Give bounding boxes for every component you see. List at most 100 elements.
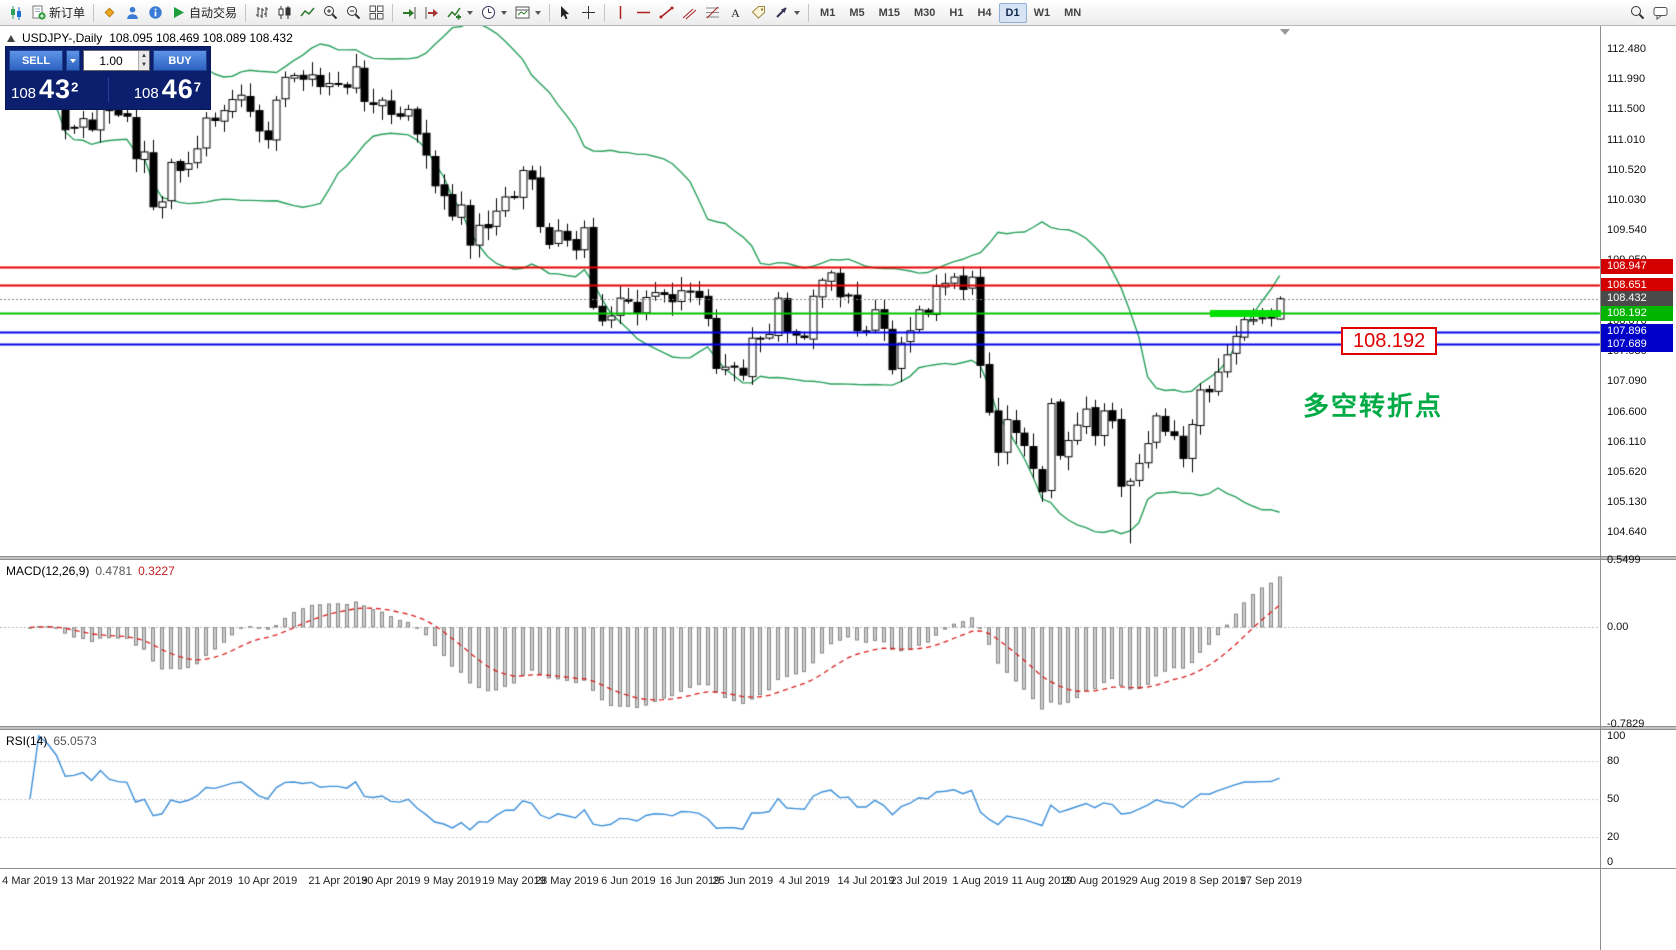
sell-price-sup: 2 (71, 79, 79, 95)
macd-panel-canvas[interactable] (0, 560, 1676, 726)
fibonacci-icon[interactable] (701, 2, 724, 24)
text-tool-icon[interactable]: A (724, 2, 747, 24)
volume-dropdown-button[interactable] (66, 50, 80, 71)
sell-button[interactable]: SELL (9, 50, 63, 71)
cursor-icon[interactable] (554, 2, 577, 24)
time-scale[interactable]: 4 Mar 2019 13 Mar 2019 22 Mar 2019 1 Apr 20… (0, 868, 1676, 950)
timeframe-D1[interactable]: D1 (998, 2, 1027, 23)
crosshair-icon[interactable] (577, 2, 600, 24)
macd-signal-value: 0.3227 (138, 564, 175, 578)
sell-price[interactable]: 108 432 (9, 73, 106, 106)
rsi-tick-label: 0 (1607, 856, 1614, 868)
auto-scroll-icon[interactable] (397, 2, 420, 24)
dropdown-caret-icon (501, 10, 508, 15)
tile-windows-icon[interactable] (365, 2, 388, 24)
dropdown-caret-icon (467, 10, 474, 15)
candlestick-chart-icon[interactable] (273, 2, 296, 24)
vertical-line-icon[interactable] (609, 2, 632, 24)
hline-glyph (636, 5, 651, 20)
timeframe-W1[interactable]: W1 (1033, 6, 1051, 19)
date-label: 9 May 2019 (423, 875, 482, 887)
chart-shift-marker[interactable] (1280, 29, 1290, 35)
chart-annotation[interactable]: 多空转折点 (1303, 391, 1444, 421)
dropdown-caret-icon (535, 10, 542, 15)
line-chart-icon[interactable] (296, 2, 319, 24)
search-icon[interactable] (1626, 2, 1649, 24)
price-tick-label: 105.130 (1607, 496, 1647, 509)
auto-trading-button[interactable]: 自动交易 (167, 2, 241, 24)
timeframe-M5[interactable]: M5 (849, 6, 865, 19)
market-watch-icon[interactable] (98, 2, 121, 24)
date-label: 4 Mar 2019 (2, 875, 58, 887)
panel-divider[interactable] (0, 556, 1676, 560)
volume-input-wrap: ▲ ▼ (83, 50, 150, 71)
toolbar-separator (808, 3, 810, 22)
price-line-badge: 108.432 (1601, 291, 1673, 307)
rsi-label: RSI(14) 65.0573 (6, 734, 97, 748)
templates-button[interactable] (511, 2, 545, 24)
price-tick-label: 111.010 (1607, 133, 1646, 146)
auto-trading-button-label: 自动交易 (189, 6, 238, 20)
date-label: 20 Aug 2019 (1063, 875, 1126, 887)
chart-window: 4 Mar 2019 13 Mar 2019 22 Mar 2019 1 Apr 20… (0, 26, 1676, 950)
volume-increase-button[interactable]: ▲ (139, 51, 149, 61)
macd-main-value: 0.4781 (95, 564, 133, 578)
search-glyph (1630, 5, 1645, 20)
app-icon[interactable] (4, 2, 27, 24)
date-label: 30 Apr 2019 (361, 875, 421, 887)
price-tick-label: 111.500 (1607, 103, 1646, 116)
timeframe-MN[interactable]: MN (1064, 6, 1082, 19)
date-label: 11 Aug 2019 (1011, 875, 1073, 887)
price-callout[interactable]: 108.192 (1341, 327, 1438, 355)
terminal-icon[interactable] (144, 2, 167, 24)
volume-input[interactable] (84, 53, 139, 68)
toolbar-separator (93, 3, 95, 22)
new-order-button-label: 新订单 (49, 6, 86, 20)
channel-icon[interactable] (678, 2, 701, 24)
auto-trading-icon (171, 5, 186, 20)
buy-price-prefix: 108 (133, 85, 159, 102)
volume-decrease-button[interactable]: ▼ (139, 60, 149, 70)
cursor-glyph (558, 5, 573, 20)
timeframe-H4[interactable]: H4 (977, 6, 992, 19)
trendline-icon[interactable] (655, 2, 678, 24)
indicators-button[interactable] (443, 2, 477, 24)
templates-icon (515, 5, 530, 20)
horizontal-line-icon[interactable] (632, 2, 655, 24)
macd-tick-label: 0.5499 (1607, 553, 1641, 566)
rsi-tick-label: 50 (1607, 793, 1620, 805)
labeltag-glyph (751, 5, 766, 20)
macd-tick-label: -0.7829 (1607, 717, 1645, 730)
timeframe-H1[interactable]: H1 (949, 6, 964, 19)
periods-button[interactable] (477, 2, 511, 24)
new-order-icon (31, 5, 46, 20)
buy-button[interactable]: BUY (153, 50, 207, 71)
chart-shift-icon[interactable] (420, 2, 443, 24)
navigator-icon[interactable] (121, 2, 144, 24)
timeframe-M15[interactable]: M15 (878, 6, 900, 19)
new-order-button[interactable]: 新订单 (27, 2, 89, 24)
date-label: 19 May 2019 (482, 875, 546, 887)
price-tick-label: 106.600 (1607, 405, 1647, 418)
sell-price-prefix: 108 (11, 85, 37, 102)
date-label: 23 Jul 2019 (890, 875, 948, 887)
panel-divider[interactable] (0, 726, 1676, 730)
linechart-glyph (300, 5, 315, 20)
bar-chart-icon[interactable] (250, 2, 273, 24)
arrows-button[interactable] (770, 2, 804, 24)
textA-glyph: A (728, 5, 743, 20)
timeframe-M30[interactable]: M30 (914, 6, 936, 19)
timeframe-M1[interactable]: M1 (820, 6, 836, 19)
crosshair-glyph (581, 5, 596, 20)
date-label: 16 Jun 2019 (659, 875, 721, 887)
chat-icon[interactable] (1649, 2, 1672, 24)
date-label: 22 Mar 2019 (122, 875, 185, 887)
buy-price[interactable]: 108 467 (106, 73, 207, 106)
rsi-panel-canvas[interactable] (0, 730, 1676, 868)
zoom-in-icon[interactable] (319, 2, 342, 24)
price-chart-canvas[interactable] (0, 26, 1676, 556)
zoom-out-icon[interactable] (342, 2, 365, 24)
person-glyph (125, 5, 140, 20)
label-tool-icon[interactable] (747, 2, 770, 24)
